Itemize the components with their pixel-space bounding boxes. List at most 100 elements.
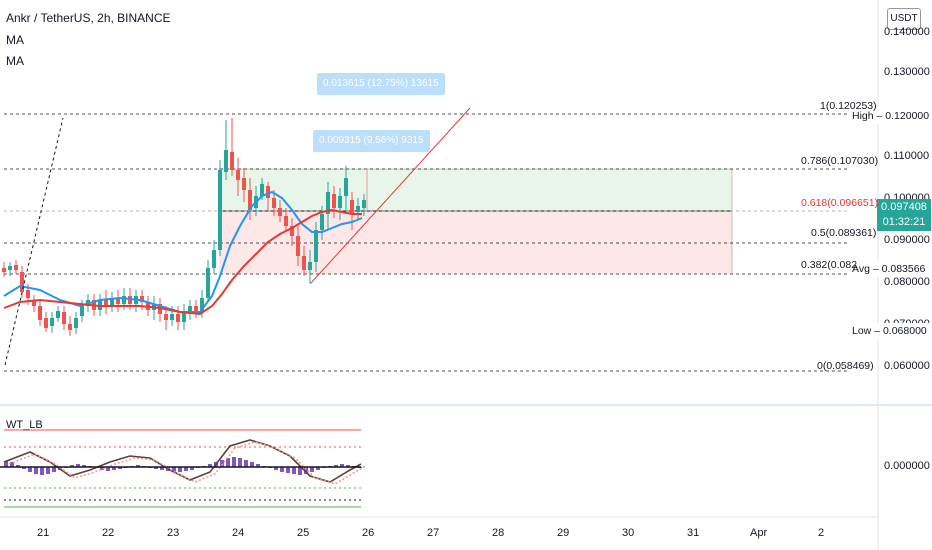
measure-label[interactable]: 0.013615 (12.75%) 13615 xyxy=(317,73,445,95)
osc-bar xyxy=(70,465,74,467)
osc-bar xyxy=(172,467,176,472)
price-tick: 0.080000 xyxy=(884,276,930,288)
candle-body xyxy=(212,250,216,268)
candle-body xyxy=(56,311,60,318)
candle-body xyxy=(236,170,240,180)
fib-retracement[interactable] xyxy=(4,113,850,372)
time-tick: 31 xyxy=(687,527,700,539)
indicator-title[interactable]: WT_LB xyxy=(6,419,43,431)
time-tick: 28 xyxy=(492,527,505,539)
candle-body xyxy=(38,306,42,320)
profit-zone xyxy=(219,169,732,211)
candle-body xyxy=(206,268,210,298)
osc-bar xyxy=(40,467,44,475)
candle-body xyxy=(140,296,144,302)
candle-body xyxy=(20,272,24,292)
candle-body xyxy=(284,216,288,226)
current-price-tag: 0.097408 01:32:21 xyxy=(877,199,931,231)
time-tick: Apr xyxy=(750,527,768,539)
osc-bar xyxy=(28,467,32,472)
osc-bar xyxy=(286,467,290,473)
osc-bar xyxy=(310,467,314,472)
candle-body xyxy=(338,196,342,208)
osc-bar xyxy=(136,465,140,467)
candle-body xyxy=(308,262,312,270)
candle-body xyxy=(200,298,204,312)
osc-bar xyxy=(304,467,308,474)
trend-line[interactable] xyxy=(310,107,471,284)
osc-bar xyxy=(46,467,50,474)
fib-label: 1(0.120253) xyxy=(820,100,877,112)
ma-slow-line xyxy=(3,208,362,316)
candle-body xyxy=(230,152,234,170)
candle-body xyxy=(362,200,366,208)
osc-bar xyxy=(244,460,248,467)
candle-body xyxy=(320,214,324,230)
dashed-trend-line[interactable] xyxy=(4,117,64,366)
candle-body xyxy=(182,312,186,322)
osc-bar xyxy=(100,467,104,470)
osc-bar xyxy=(22,467,26,469)
candle-body xyxy=(224,150,228,172)
currency-button[interactable]: USDT xyxy=(887,8,921,30)
osc-bar xyxy=(52,467,56,472)
osc-bar xyxy=(10,462,14,467)
candle-body xyxy=(188,306,192,312)
candle-body xyxy=(302,256,306,270)
ma-legend-2[interactable]: MA xyxy=(6,54,24,68)
osc-bar xyxy=(340,464,344,467)
candle-body xyxy=(266,186,270,198)
avg-tag: Avg – 0.083566 xyxy=(848,261,930,277)
candle-body xyxy=(44,318,48,328)
osc-bar xyxy=(160,467,164,470)
fib-label: 0.618(0.096651) xyxy=(801,197,879,209)
osc-bar xyxy=(292,467,296,474)
candle-body xyxy=(50,318,54,326)
osc-bar xyxy=(184,467,188,471)
time-tick: 27 xyxy=(427,527,440,539)
osc-bar xyxy=(82,465,86,467)
time-tick: 2 xyxy=(818,527,825,539)
measure-label[interactable]: 0.009315 (9.56%) 9315 xyxy=(313,130,430,152)
osc-bar xyxy=(238,458,242,467)
candle-body xyxy=(110,298,114,306)
ma-legend-1[interactable]: MA xyxy=(6,33,24,47)
fib-label: 0.5(0.089361) xyxy=(811,227,877,239)
candle-body xyxy=(116,298,120,304)
candle-body xyxy=(350,200,354,214)
candle-body xyxy=(218,170,222,250)
osc-bar xyxy=(232,457,236,467)
candle-body xyxy=(278,208,282,216)
osc-bar xyxy=(220,460,224,467)
fib-label: 0.382(0.082 xyxy=(801,259,858,271)
candle-body xyxy=(80,306,84,316)
candle-body xyxy=(8,266,12,270)
price-tick: 0.130000 xyxy=(884,66,930,78)
osc-bar xyxy=(112,467,116,470)
osc-bar xyxy=(316,467,320,470)
osc-bar xyxy=(106,467,110,471)
price-tick: 0.110000 xyxy=(884,150,930,162)
osc-bar xyxy=(4,461,8,467)
candle-body xyxy=(290,226,294,236)
symbol-title[interactable]: Ankr / TetherUS, 2h, BINANCE xyxy=(6,11,171,25)
candle-body xyxy=(14,265,18,270)
candle-body xyxy=(296,236,300,256)
fib-label: 0(0.058469) xyxy=(817,360,874,372)
candles xyxy=(2,118,366,336)
osc-bar xyxy=(298,467,302,475)
price-tick: 0.060000 xyxy=(884,360,930,372)
candle-body xyxy=(194,306,198,312)
candle-body xyxy=(356,206,360,212)
osc-bar xyxy=(274,467,278,470)
osc-bar xyxy=(256,464,260,467)
loss-zone xyxy=(219,211,732,274)
low-tag: Low – 0.068000 xyxy=(848,323,931,339)
candle-body xyxy=(272,198,276,208)
candle-body xyxy=(62,312,66,324)
candle-body xyxy=(104,300,108,306)
osc-bar xyxy=(190,467,194,470)
candle-body xyxy=(326,192,330,214)
price-tick: 0.090000 xyxy=(884,234,930,246)
